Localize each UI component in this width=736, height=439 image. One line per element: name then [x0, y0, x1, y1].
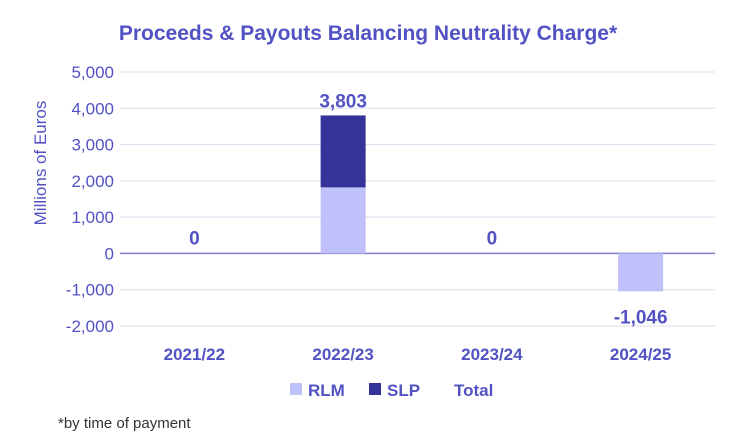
bar-rlm	[618, 253, 664, 292]
legend-label: SLP	[387, 381, 420, 400]
y-tick-label: 5,000	[71, 63, 114, 82]
total-label: -1,046	[614, 307, 668, 328]
y-tick-label: 0	[105, 244, 114, 263]
y-tick-label: 1,000	[71, 208, 114, 227]
y-tick-label: 3,000	[71, 136, 114, 155]
legend-swatch-slp	[369, 383, 381, 395]
bar-slp	[320, 115, 366, 188]
bar-rlm	[320, 187, 366, 254]
chart-title: Proceeds & Payouts Balancing Neutrality …	[119, 22, 618, 45]
y-tick-label: -1,000	[66, 281, 114, 300]
y-tick-label: 2,000	[71, 172, 114, 191]
y-axis-label: Millions of Euros	[31, 101, 50, 226]
x-tick-label: 2021/22	[164, 345, 225, 364]
legend-label-total: Total	[454, 381, 493, 400]
legend-label: RLM	[308, 381, 345, 400]
x-tick-label: 2022/23	[312, 345, 373, 364]
total-label: 3,803	[319, 91, 367, 112]
total-label: 0	[487, 228, 498, 249]
y-tick-label: -2,000	[66, 317, 114, 336]
y-tick-label: 4,000	[71, 99, 114, 118]
legend-swatch-rlm	[290, 383, 302, 395]
total-label: 0	[189, 228, 200, 249]
x-tick-label: 2024/25	[610, 345, 671, 364]
footnote: *by time of payment	[58, 415, 191, 432]
legend: RLM SLP Total	[290, 381, 493, 400]
x-tick-label: 2023/24	[461, 345, 523, 364]
